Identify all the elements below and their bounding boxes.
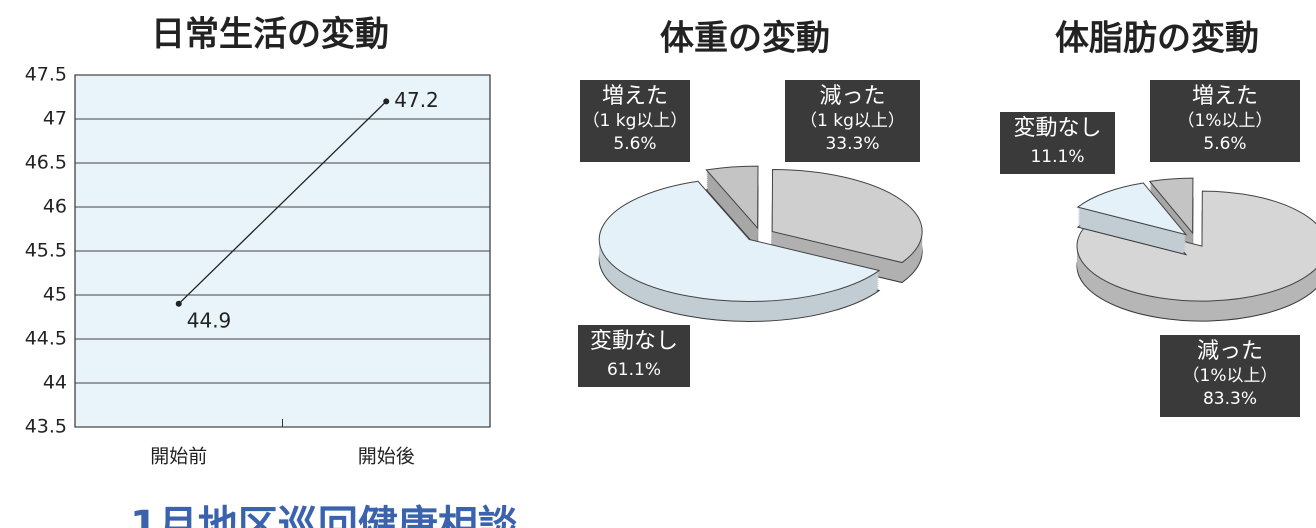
value-label: 83.3% [1203, 389, 1257, 409]
category-label: 減った [1197, 339, 1263, 364]
page: 1月地区巡回健康相談 日常生活の変動 43.5 44 44.5 45 45.5 46 46.5… [0, 0, 1316, 528]
y-tick-label: 46 [43, 196, 67, 218]
y-tick-label: 47.5 [25, 64, 67, 86]
category-label: 増えた [1192, 84, 1258, 109]
y-tick-label: 46.5 [25, 152, 67, 174]
chart-title: 日常生活の変動 [151, 15, 389, 55]
y-tick-label: 45 [43, 284, 67, 306]
chart-title: 体重の変動 [660, 19, 830, 59]
category-sublabel: （1%以上） [1178, 111, 1273, 131]
value-label: 5.6% [1203, 134, 1246, 154]
y-tick-label: 44 [43, 372, 67, 394]
point [383, 98, 389, 104]
point [176, 301, 182, 307]
y-tick-label: 45.5 [25, 240, 67, 262]
x-tick-label: 開始後 [358, 446, 415, 468]
y-tick-label: 43.5 [25, 416, 67, 438]
category-label: 減った [819, 84, 885, 109]
value-label: 33.3% [825, 134, 879, 154]
x-tick-label: 開始前 [150, 446, 207, 468]
category-label: 変動なし [590, 329, 678, 354]
value-label: 5.6% [613, 134, 656, 154]
value-label: 61.1% [607, 360, 661, 380]
category-sublabel: （1 kg以上） [583, 111, 688, 131]
y-tick-label: 44.5 [25, 328, 67, 350]
category-label: 変動なし [1013, 116, 1101, 141]
heading: 1月地区巡回健康相談 [130, 503, 518, 528]
value-label: 47.2 [394, 88, 439, 112]
y-tick-label: 47 [43, 108, 67, 130]
page-canvas: 1月地区巡回健康相談 日常生活の変動 43.5 44 44.5 45 45.5 46 46.5… [0, 0, 1316, 528]
value-label: 44.9 [187, 308, 232, 332]
chart-title: 体脂肪の変動 [1055, 19, 1259, 59]
category-label: 増えた [602, 84, 668, 109]
category-sublabel: （1 kg以上） [800, 111, 905, 131]
value-label: 11.1% [1030, 147, 1084, 167]
category-sublabel: （1%以上） [1183, 366, 1278, 386]
